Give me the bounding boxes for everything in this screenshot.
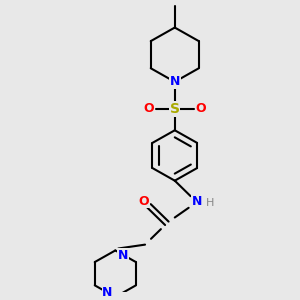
- Text: O: O: [195, 103, 206, 116]
- Text: O: O: [139, 194, 149, 208]
- Text: N: N: [102, 286, 112, 298]
- Text: N: N: [191, 196, 202, 208]
- Text: N: N: [118, 249, 128, 262]
- Text: N: N: [169, 75, 180, 88]
- Text: H: H: [206, 198, 214, 208]
- Text: O: O: [144, 103, 154, 116]
- Text: S: S: [170, 102, 180, 116]
